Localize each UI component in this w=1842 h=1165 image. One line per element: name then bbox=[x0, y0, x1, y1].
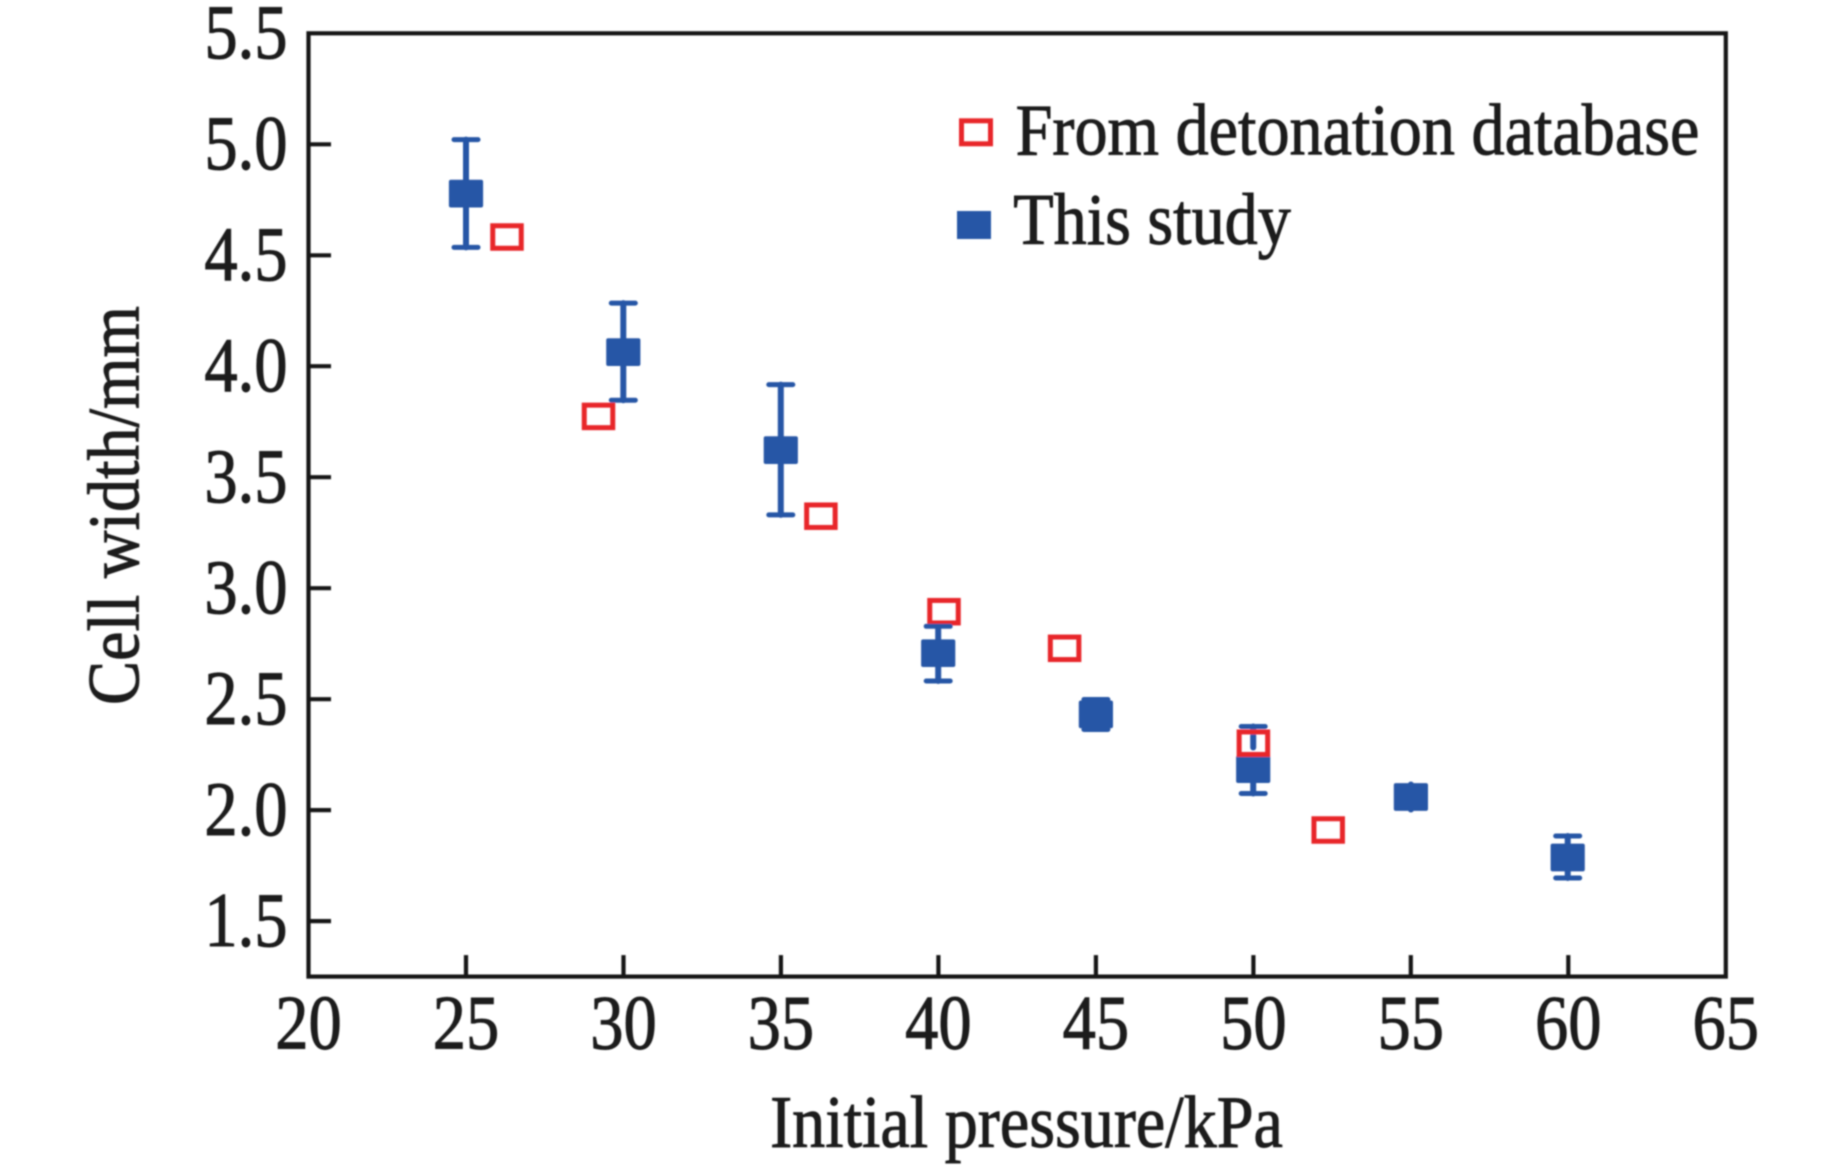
svg-text:65: 65 bbox=[1693, 980, 1759, 1066]
svg-text:Initial pressure/kPa: Initial pressure/kPa bbox=[770, 1081, 1283, 1163]
svg-text:2.5: 2.5 bbox=[204, 655, 287, 741]
svg-text:55: 55 bbox=[1378, 980, 1444, 1066]
svg-text:From detonation database: From detonation database bbox=[1016, 91, 1700, 172]
svg-text:4.5: 4.5 bbox=[204, 211, 287, 297]
svg-text:4.0: 4.0 bbox=[204, 322, 287, 408]
svg-text:40: 40 bbox=[905, 980, 971, 1066]
svg-text:20: 20 bbox=[275, 980, 341, 1066]
svg-text:35: 35 bbox=[748, 980, 814, 1066]
svg-text:30: 30 bbox=[590, 980, 656, 1066]
svg-text:5.5: 5.5 bbox=[204, 0, 287, 75]
svg-text:Cell width/mm: Cell width/mm bbox=[75, 306, 156, 705]
svg-text:2.0: 2.0 bbox=[204, 766, 287, 852]
svg-text:3.5: 3.5 bbox=[204, 433, 287, 519]
svg-text:60: 60 bbox=[1535, 980, 1601, 1066]
svg-text:3.0: 3.0 bbox=[204, 544, 287, 630]
svg-text:1.5: 1.5 bbox=[204, 877, 287, 963]
svg-text:45: 45 bbox=[1063, 980, 1129, 1066]
svg-text:50: 50 bbox=[1220, 980, 1286, 1066]
svg-text:5.0: 5.0 bbox=[204, 100, 287, 186]
svg-text:This study: This study bbox=[1013, 180, 1291, 261]
svg-text:25: 25 bbox=[433, 980, 499, 1066]
